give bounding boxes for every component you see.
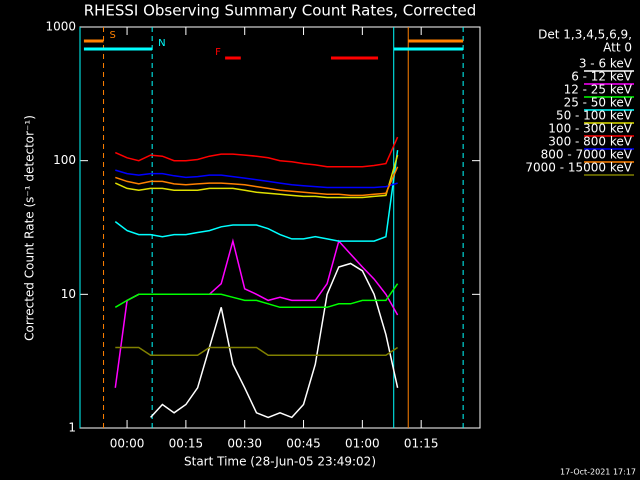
legend-label: 12 - 25 keV: [564, 83, 633, 97]
series-line: [114, 136, 399, 168]
legend-label: 50 - 100 keV: [556, 109, 633, 123]
series-line: [114, 149, 399, 242]
y-tick-label: 1000: [45, 20, 76, 34]
y-tick-label: 10: [61, 287, 76, 301]
plot-frame: [79, 26, 481, 429]
legend-label: 25 - 50 keV: [564, 96, 633, 110]
legend-label: 100 - 300 keV: [548, 122, 632, 136]
legend-label: 300 - 800 keV: [548, 135, 632, 149]
x-tick-label: 00:00: [110, 437, 145, 451]
legend-label: 6 - 12 keV: [571, 70, 633, 84]
flag-label: F: [215, 47, 221, 58]
series-line: [114, 154, 399, 199]
legend-header: Att 0: [603, 41, 632, 55]
legend-label: 800 - 7000 keV: [541, 148, 633, 162]
series-line: [114, 283, 399, 309]
series-line: [114, 238, 399, 388]
flag-label: N: [158, 38, 165, 49]
x-tick-label: 00:45: [286, 437, 321, 451]
y-tick-label: 1: [68, 421, 76, 435]
series-line: [150, 262, 399, 419]
x-tick-label: 00:15: [169, 437, 204, 451]
y-tick-label: 100: [53, 153, 76, 167]
x-tick-label: 01:15: [404, 437, 439, 451]
legend-label: 3 - 6 keV: [579, 57, 633, 71]
x-tick-label: 01:00: [345, 437, 380, 451]
chart-title: RHESSI Observing Summary Count Rates, Co…: [84, 2, 477, 20]
x-axis-label: Start Time (28-Jun-05 23:49:02): [184, 455, 376, 469]
flag-label: S: [110, 30, 116, 41]
series-line: [115, 169, 398, 189]
series-line: [115, 346, 399, 357]
series-line: [115, 166, 399, 197]
x-tick-label: 00:30: [227, 437, 262, 451]
legend-header: Det 1,3,4,5,6,9,: [538, 28, 632, 42]
footer: 17-Oct-2021 17:17: [560, 468, 636, 477]
legend-label: 7000 - 15000 keV: [525, 161, 632, 175]
y-axis-label: Corrected Count Rate (s⁻¹ detector⁻¹): [23, 115, 37, 341]
